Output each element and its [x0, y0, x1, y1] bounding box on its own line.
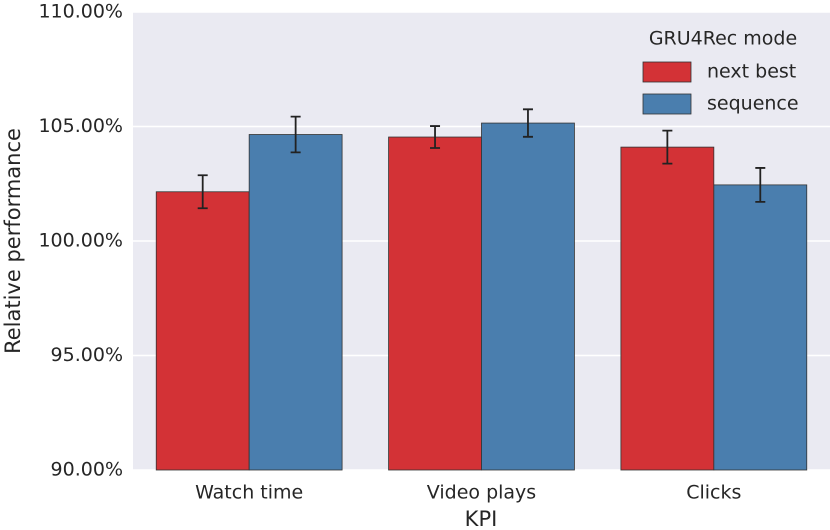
bar	[713, 184, 808, 471]
y-tick-label: 95.00%	[51, 344, 123, 366]
legend-label: next best	[707, 61, 796, 83]
bar	[481, 122, 575, 471]
error-bar	[197, 174, 208, 210]
error-bar	[522, 108, 533, 138]
error-bar	[662, 129, 673, 165]
bar	[248, 134, 343, 471]
bar	[388, 136, 482, 471]
y-axis-label: Relative performance	[1, 128, 25, 354]
bar	[620, 146, 715, 471]
error-bar	[430, 125, 441, 149]
y-tick-label: 90.00%	[51, 459, 123, 481]
x-tick-label: Clicks	[686, 482, 741, 504]
bar	[155, 191, 250, 471]
x-axis-label: KPI	[465, 507, 498, 530]
y-tick-label: 110.00%	[38, 1, 123, 23]
error-bar	[755, 167, 766, 203]
legend-swatch	[642, 93, 692, 115]
y-tick-label: 100.00%	[38, 230, 123, 252]
legend-label: sequence	[707, 93, 799, 115]
x-tick-label: Video plays	[427, 482, 536, 504]
error-bar	[290, 115, 301, 154]
legend-swatch	[642, 61, 692, 83]
legend-title: GRU4Rec mode	[649, 28, 797, 50]
y-tick-label: 105.00%	[38, 115, 123, 137]
x-tick-label: Watch time	[195, 482, 303, 504]
